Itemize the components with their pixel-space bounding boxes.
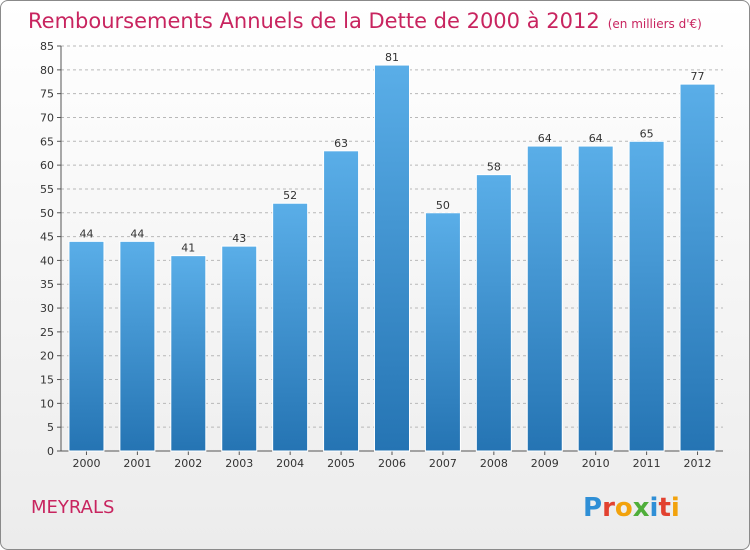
labels: 0 5 10 15 20 25 30 35 40 45 50 55 60 65 70 75 80 85 44 2000…	[40, 40, 712, 470]
y-tick-label: 55	[40, 183, 54, 196]
y-tick-label: 45	[40, 231, 54, 244]
chart-title: Remboursements Annuels de la Dette de 20…	[28, 9, 702, 33]
y-tick-label: 5	[47, 421, 54, 434]
y-tick-label: 50	[40, 207, 54, 220]
y-tick-label: 35	[40, 278, 54, 291]
y-tick-label: 75	[40, 88, 54, 101]
bar-value-label: 41	[181, 242, 195, 255]
x-tick-label: 2004	[276, 457, 304, 470]
x-tick-label: 2009	[531, 457, 559, 470]
bar	[577, 145, 614, 452]
proxiti-logo: Proxiti	[583, 493, 680, 521]
bar-value-label: 58	[487, 161, 501, 174]
y-tick-label: 80	[40, 64, 54, 77]
y-tick-label: 0	[47, 445, 54, 458]
x-tick-label: 2008	[480, 457, 508, 470]
y-tick-label: 30	[40, 302, 54, 315]
x-tick-label: 2000	[72, 457, 100, 470]
bar-value-label: 65	[640, 127, 654, 140]
x-tick-label: 2010	[582, 457, 610, 470]
bar	[119, 240, 156, 452]
y-tick-label: 60	[40, 159, 54, 172]
bar-value-label: 44	[130, 227, 144, 240]
chart-title-text: Remboursements Annuels de la Dette de 20…	[28, 9, 600, 33]
y-tick-label: 10	[40, 397, 54, 410]
bar-value-label: 50	[436, 199, 450, 212]
bar	[374, 64, 410, 452]
bar-value-label: 52	[283, 189, 297, 202]
y-tick-label: 20	[40, 350, 54, 363]
y-tick-label: 65	[40, 135, 54, 148]
bar	[68, 240, 105, 452]
bar	[679, 83, 716, 452]
y-tick-label: 85	[40, 40, 54, 53]
bar-value-label: 44	[79, 227, 93, 240]
bar-value-label: 43	[232, 232, 246, 245]
bar	[170, 255, 207, 452]
x-tick-label: 2012	[684, 457, 712, 470]
bar-value-label: 63	[334, 137, 348, 150]
bar	[272, 202, 309, 452]
bar	[221, 245, 258, 452]
y-tick-label: 40	[40, 254, 54, 267]
bar-value-label: 64	[589, 132, 603, 145]
bar	[475, 174, 512, 452]
municipality-name: MEYRALS	[31, 497, 115, 518]
bar-value-label: 64	[538, 132, 552, 145]
bar	[526, 145, 563, 452]
chart-unit: (en milliers d'€)	[607, 17, 702, 31]
x-tick-label: 2006	[378, 457, 406, 470]
bar-value-label: 81	[385, 51, 399, 64]
x-tick-label: 2001	[123, 457, 151, 470]
y-tick-label: 15	[40, 374, 54, 387]
bar	[628, 140, 665, 452]
svg-text:Proxiti: Proxiti	[583, 493, 680, 521]
bar-value-label: 77	[691, 70, 705, 83]
y-tick-label: 25	[40, 326, 54, 339]
bars	[68, 64, 716, 452]
bar	[323, 150, 360, 452]
y-tick-label: 70	[40, 111, 54, 124]
x-tick-label: 2007	[429, 457, 457, 470]
bar	[424, 212, 461, 452]
x-tick-label: 2002	[174, 457, 202, 470]
x-tick-label: 2003	[225, 457, 253, 470]
x-tick-label: 2005	[327, 457, 355, 470]
x-tick-label: 2011	[633, 457, 661, 470]
